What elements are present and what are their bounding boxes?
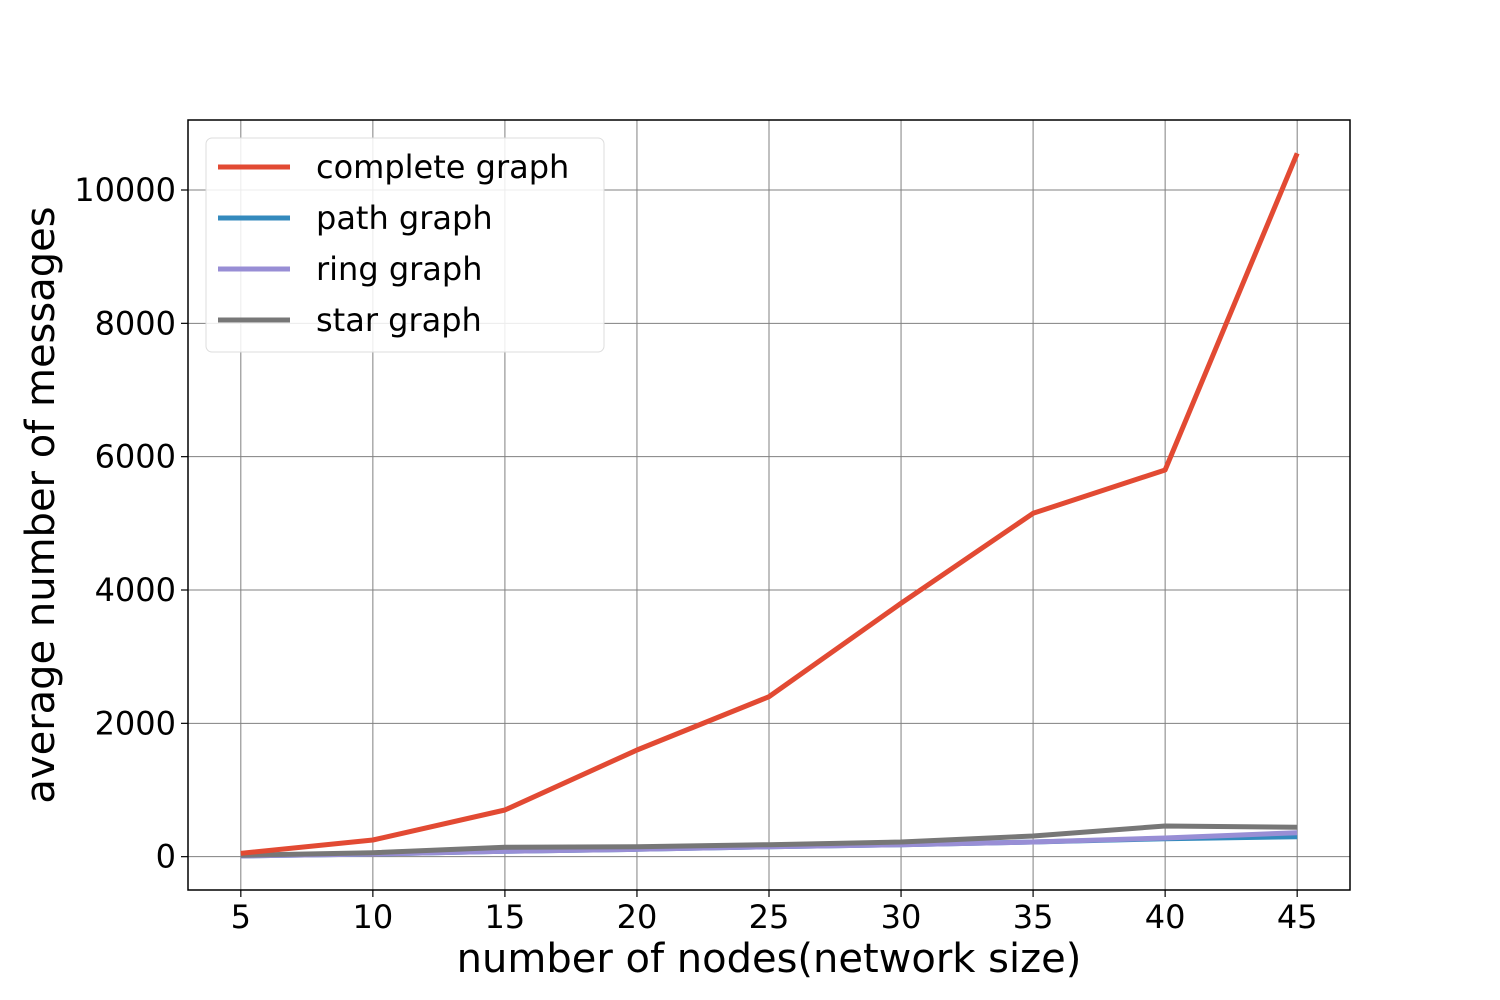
x-axis-title: number of nodes(network size) [457, 936, 1082, 982]
y-tick-label: 8000 [95, 304, 176, 342]
series-line-star-graph [240, 823, 1298, 858]
y-axis-ticks: 0 2000 4000 6000 8000 10000 [74, 171, 188, 876]
x-tick-label: 25 [749, 898, 790, 936]
x-tick-label: 10 [353, 898, 394, 936]
series-lines [240, 152, 1300, 859]
x-tick-label: 5 [231, 898, 251, 936]
y-tick-label: 10000 [74, 171, 176, 209]
y-tick-label: 6000 [95, 438, 176, 476]
x-tick-label: 30 [881, 898, 922, 936]
y-tick-label: 2000 [95, 704, 176, 742]
legend-label: path graph [316, 199, 493, 237]
legend-label: ring graph [316, 250, 482, 288]
x-tick-label: 45 [1277, 898, 1318, 936]
legend-label: star graph [316, 301, 482, 339]
series-line-complete-graph [240, 152, 1300, 856]
y-tick-label: 4000 [95, 571, 176, 609]
x-tick-label: 15 [485, 898, 526, 936]
y-tick-label: 0 [156, 838, 176, 876]
x-tick-label: 35 [1013, 898, 1054, 936]
x-axis-ticks: 5 10 15 20 25 30 35 40 45 [231, 890, 1318, 936]
x-tick-label: 20 [617, 898, 658, 936]
legend-box [205, 137, 605, 353]
legend: complete graph path graph ring graph star g… [205, 137, 605, 353]
y-axis-title: average number of messages [18, 206, 64, 803]
legend-label: complete graph [316, 148, 569, 186]
x-tick-label: 40 [1145, 898, 1186, 936]
